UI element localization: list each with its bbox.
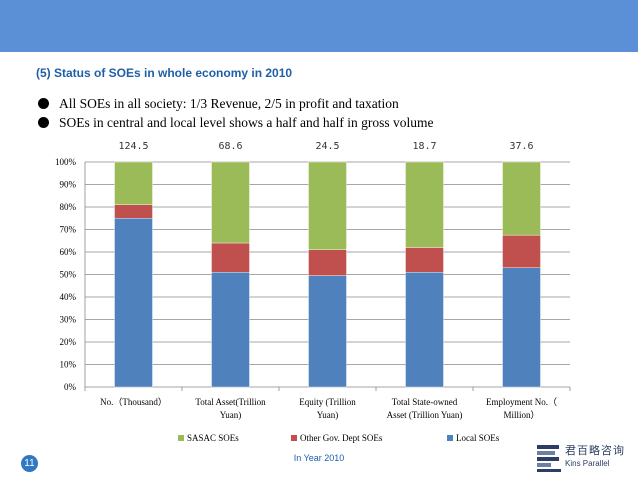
y-tick-label: 40% — [60, 292, 77, 302]
legend-swatch — [291, 435, 297, 441]
x-category-label: No.（Thousand） — [100, 397, 167, 407]
logo-english-text: Kins Parallel — [565, 459, 610, 468]
bullet-text: All SOEs in all society: 1/3 Revenue, 2/… — [59, 96, 399, 111]
x-category-label: Total Asset(Trillion — [195, 397, 266, 407]
legend-label: Local SOEs — [456, 433, 500, 443]
bar-total-label: 68.6 — [218, 141, 242, 152]
y-tick-label: 30% — [60, 315, 77, 325]
bar-segment — [502, 267, 541, 388]
y-tick-label: 100% — [55, 157, 77, 167]
y-tick-label: 20% — [60, 337, 77, 347]
x-category-label: Total State-owned — [392, 397, 458, 407]
x-category-label: Equity (Trillion — [299, 397, 356, 407]
bar-segment — [114, 218, 153, 388]
bar-segment — [405, 272, 444, 388]
y-tick-label: 10% — [60, 360, 77, 370]
bullet-dot-icon — [38, 98, 49, 109]
bar-segment — [502, 234, 541, 268]
company-logo: 君百略咨询 Kins Parallel — [535, 442, 630, 474]
logo-chinese-text: 君百略咨询 — [565, 444, 625, 457]
page-number: 11 — [21, 455, 38, 472]
bar-total-label: 24.5 — [315, 141, 339, 152]
y-tick-label: 50% — [60, 270, 77, 280]
bar-segment — [405, 247, 444, 273]
bar-segment — [211, 242, 250, 273]
bar-segment — [308, 249, 347, 276]
y-tick-label: 80% — [60, 202, 77, 212]
legend-label: Other Gov. Dept SOEs — [300, 433, 383, 443]
legend-swatch — [178, 435, 184, 441]
bullet-item: SOEs in central and local level shows a … — [38, 113, 434, 132]
bar-segment — [211, 161, 250, 244]
bullet-text: SOEs in central and local level shows a … — [59, 115, 434, 130]
bullet-item: All SOEs in all society: 1/3 Revenue, 2/… — [38, 94, 434, 113]
y-tick-label: 60% — [60, 247, 77, 257]
x-category-label: Yuan) — [317, 410, 339, 420]
bar-total-label: 18.7 — [412, 141, 436, 152]
bar-segment — [308, 161, 347, 250]
footer-caption: In Year 2010 — [293, 453, 345, 463]
x-category-label: Million） — [503, 410, 539, 420]
x-category-label: Asset (Trillion Yuan) — [387, 410, 463, 420]
x-category-label: Yuan) — [220, 410, 242, 420]
y-tick-label: 90% — [60, 180, 77, 190]
bullet-dot-icon — [38, 117, 49, 128]
bar-segment — [114, 204, 153, 219]
slide-title: (5) Status of SOEs in whole economy in 2… — [36, 66, 293, 80]
legend-swatch — [447, 435, 453, 441]
bar-segment — [114, 161, 153, 205]
logo-mark-icon — [537, 445, 561, 472]
bar-segment — [502, 161, 541, 236]
bar-segment — [308, 275, 347, 388]
legend-label: SASAC SOEs — [187, 433, 239, 443]
bullet-list: All SOEs in all society: 1/3 Revenue, 2/… — [38, 94, 434, 132]
bar-total-label: 37.6 — [509, 141, 533, 152]
header-bar — [0, 0, 638, 52]
x-category-label: Employment No.（ — [486, 397, 557, 407]
bar-segment — [211, 272, 250, 388]
bar-total-label: 124.5 — [118, 141, 148, 152]
y-tick-label: 0% — [64, 382, 77, 392]
bar-segment — [405, 161, 444, 248]
y-tick-label: 70% — [60, 225, 77, 235]
